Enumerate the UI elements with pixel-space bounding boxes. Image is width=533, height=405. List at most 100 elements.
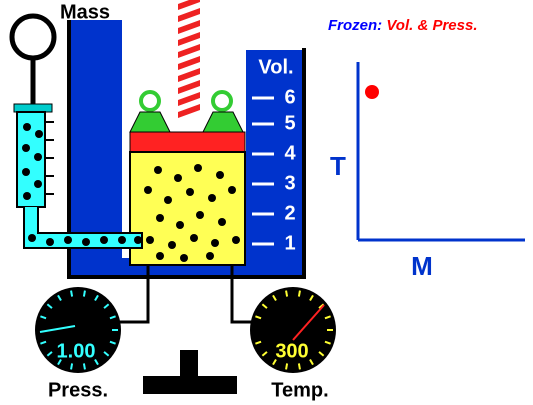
molecule — [156, 214, 164, 222]
tube — [23, 207, 143, 249]
gauge-tick — [297, 363, 301, 370]
gauge-tick — [82, 363, 86, 370]
stripe — [178, 8, 200, 22]
molecule — [206, 252, 214, 260]
molecule — [216, 171, 224, 179]
connector — [230, 265, 252, 324]
molecule — [64, 236, 72, 244]
gauge-tick — [324, 340, 331, 345]
tank-outline — [67, 20, 306, 279]
temperature-value: 300 — [275, 340, 308, 362]
molecule — [22, 168, 30, 176]
stand — [180, 350, 198, 376]
molecule — [144, 186, 152, 194]
gauge-tick — [261, 303, 268, 309]
tank-wall — [246, 50, 302, 275]
gauge-tick — [309, 294, 314, 302]
y-axis-label: T — [330, 151, 346, 181]
temperature-gauge — [250, 287, 336, 373]
gauge-tick — [309, 358, 314, 366]
molecule — [211, 239, 219, 247]
stripe — [178, 32, 200, 46]
mass-label: Mass — [60, 1, 110, 23]
volume-tick-label: 3 — [284, 172, 295, 194]
gauge-tick — [70, 363, 74, 370]
weight — [202, 111, 244, 133]
frozen-items: Vol. & Press. — [386, 17, 477, 34]
pressure-value: 1.00 — [57, 340, 96, 362]
molecule — [168, 241, 176, 249]
gauge-tick — [70, 290, 74, 297]
molecule — [28, 234, 36, 242]
stripe — [178, 92, 200, 106]
volume-ticks: 1 2 3 4 5 6 — [252, 86, 296, 254]
stripe — [178, 20, 200, 34]
gauge-tick — [109, 315, 116, 320]
molecule — [154, 166, 162, 174]
molecule — [146, 236, 154, 244]
volume-tick-label: 1 — [284, 232, 295, 254]
molecule — [134, 236, 142, 244]
gauge-tick — [40, 315, 47, 320]
molecule — [22, 144, 30, 152]
gauge-ticks — [40, 290, 333, 370]
gas-chamber — [129, 151, 246, 266]
gauge-tick — [82, 290, 86, 297]
molecule — [176, 221, 184, 229]
state-point — [365, 85, 379, 99]
molecule — [228, 186, 236, 194]
weight — [129, 111, 171, 133]
gauge-tick — [272, 358, 277, 366]
molecule — [180, 254, 188, 262]
molecule — [100, 236, 108, 244]
molecule — [164, 196, 172, 204]
gauge-tick — [94, 294, 99, 302]
stand-base — [143, 376, 237, 394]
gauge-tick — [40, 340, 47, 345]
molecule — [118, 236, 126, 244]
gauge-tick — [57, 294, 62, 302]
gauge-tick — [272, 294, 277, 302]
x-axis-label: M — [411, 251, 433, 281]
molecule — [190, 234, 198, 242]
molecule — [186, 188, 194, 196]
stripe — [178, 80, 200, 94]
pressure-label: Press. — [48, 379, 108, 401]
molecule — [174, 174, 182, 182]
temperature-label: Temp. — [271, 379, 328, 401]
gauge-tick — [103, 351, 110, 357]
syringe-cap — [13, 103, 53, 113]
gauge-tick — [297, 290, 301, 297]
molecule — [156, 252, 164, 260]
connector — [117, 265, 150, 324]
gauge-tick — [324, 315, 331, 320]
weight-ring — [211, 90, 233, 112]
molecule — [208, 194, 216, 202]
mass-ring — [9, 13, 57, 61]
gauge-tick — [255, 315, 262, 320]
molecule — [218, 218, 226, 226]
temperature-needle — [292, 304, 325, 341]
molecule — [46, 238, 54, 246]
stripe — [178, 44, 200, 58]
gauge-tick — [46, 303, 53, 309]
gauge-tick — [261, 351, 268, 357]
frozen-label: Frozen: Vol. & Press. — [328, 17, 478, 34]
molecule — [82, 238, 90, 246]
molecule — [34, 153, 42, 161]
gauge-tick — [109, 340, 116, 345]
volume-label: Vol. — [258, 56, 293, 78]
gauge-tick — [103, 303, 110, 309]
molecules — [22, 121, 240, 262]
molecule — [196, 211, 204, 219]
volume-tick-label: 6 — [284, 86, 295, 108]
stripe — [178, 0, 200, 10]
stripe — [178, 68, 200, 82]
molecule — [34, 180, 42, 188]
molecule — [23, 192, 31, 200]
gauge-tick — [94, 358, 99, 366]
gauge-tick — [318, 351, 325, 357]
volume-tick-label: 4 — [284, 142, 296, 164]
